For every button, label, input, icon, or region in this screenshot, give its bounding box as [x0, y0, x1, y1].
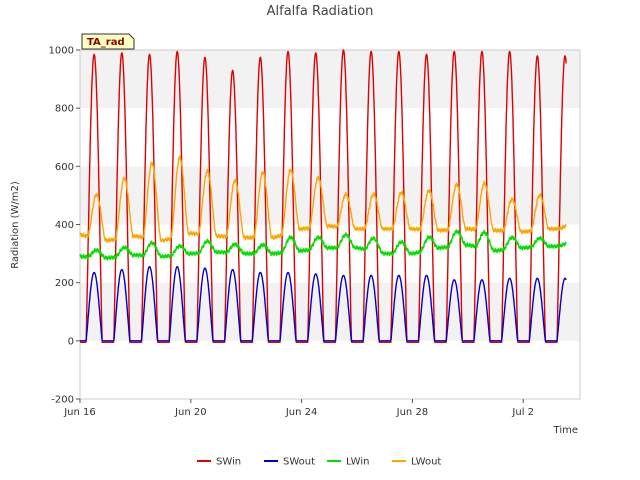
y-tick-label: 0: [68, 336, 74, 347]
grid-band: [80, 166, 580, 225]
y-tick-label: 1000: [49, 46, 74, 57]
grid-band: [80, 50, 580, 109]
y-tick-label: 800: [55, 104, 74, 115]
series-layer: [79, 49, 567, 343]
series-line-swout: [79, 266, 567, 342]
grid-band: [80, 282, 580, 341]
y-axis: -200 0 200 400 600 800 1000: [49, 46, 80, 406]
series-line-swin: [79, 49, 567, 343]
x-tick-label: Jun 20: [174, 407, 207, 418]
legend-label-swout: SWout: [283, 457, 315, 468]
badge: TA_rad: [81, 33, 135, 50]
legend-label-swin: SWin: [216, 457, 241, 468]
x-axis: Jun 16 Jun 20 Jun 24 Jun 28 Jul 2: [63, 399, 534, 418]
x-tick-label: Jun 16: [63, 407, 96, 418]
legend-label-lwout: LWout: [411, 457, 441, 468]
legend-label-lwin: LWin: [346, 457, 369, 468]
grid-bands: [80, 50, 580, 399]
x-axis-title: Time: [553, 425, 578, 436]
y-tick-label: 400: [55, 220, 74, 231]
series-line-lwin: [79, 229, 567, 261]
series-line-lwout: [79, 155, 567, 244]
legend: SWin SWout LWin LWout: [197, 457, 441, 468]
y-tick-label: 200: [55, 278, 74, 289]
x-tick-label: Jun 28: [396, 407, 429, 418]
y-tick-label: -200: [51, 395, 74, 406]
chart-title: Alfalfa Radiation: [267, 4, 374, 19]
x-tick-label: Jun 24: [285, 407, 318, 418]
y-tick-label: 600: [55, 162, 74, 173]
y-axis-title: Radiation (W/m2): [10, 181, 21, 269]
x-tick-label: Jul 2: [511, 407, 534, 418]
grid-band: [80, 224, 580, 283]
grid-band: [80, 340, 580, 399]
grid-band: [80, 108, 580, 167]
badge-label: TA_rad: [87, 37, 125, 48]
